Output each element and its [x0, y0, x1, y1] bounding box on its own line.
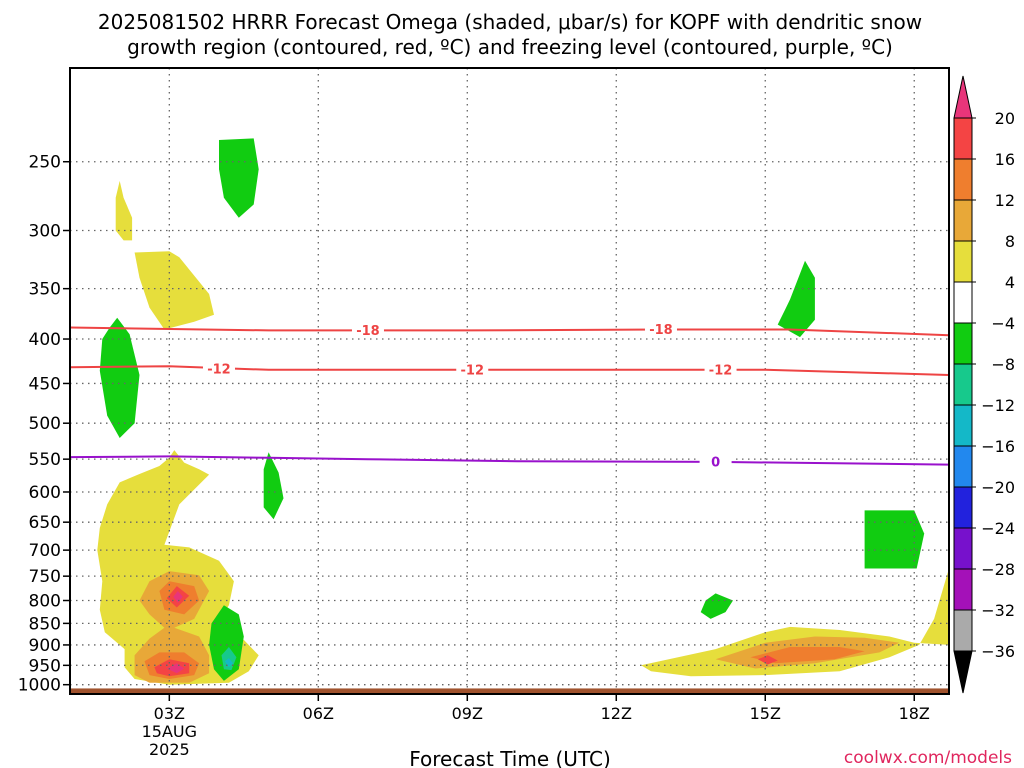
omega-4-to-8-mid	[134, 251, 214, 330]
contour-label-bg	[699, 454, 732, 469]
x-tick-label-12Z: 12Z	[601, 704, 632, 723]
colorbar-label-5: −4	[991, 314, 1015, 333]
contour-label-bg	[644, 322, 677, 337]
omega-over-20-left-upper	[173, 591, 183, 603]
colorbar-cell-12	[953, 568, 973, 611]
ground-bar	[70, 688, 949, 694]
colorbar-cell-7	[953, 363, 973, 406]
x-tick-label-03Z: 03Z	[154, 704, 185, 723]
contour-label-bg	[202, 361, 235, 376]
y-tick-label-550: 550	[29, 450, 61, 470]
colorbar-label-4: 4	[1005, 273, 1015, 292]
date-label-0: 15AUG	[142, 722, 197, 741]
contour-label-0-1: -18	[649, 323, 673, 338]
colorbar-cell-1	[953, 117, 973, 160]
omega-minus-4-to-minus-8-low-left	[209, 605, 244, 681]
omega-minus-4-to-minus-8-upper-left	[99, 317, 140, 438]
contour-line-0	[69, 326, 950, 337]
omega-minus-4-to-minus-8-right-box	[864, 510, 925, 569]
x-tick-label-18Z: 18Z	[899, 704, 930, 723]
x-tick-label-15Z: 15Z	[750, 704, 781, 723]
ground-layer	[70, 688, 949, 694]
omega-4-to-8-low-left	[97, 450, 259, 685]
contour-label-bg	[351, 323, 384, 338]
y-tick-label-650: 650	[29, 513, 61, 533]
colorbar-label-9: −20	[981, 478, 1015, 497]
date-label-1: 2025	[149, 740, 190, 759]
colorbar-label-11: −28	[981, 560, 1015, 579]
contour-label-bg	[456, 362, 489, 377]
colorbar-label-1: 16	[995, 150, 1015, 169]
y-tick-label-300: 300	[29, 222, 61, 242]
y-tick-label-900: 900	[29, 636, 61, 656]
contour-label-1-1: -12	[461, 363, 485, 378]
y-tick-label-750: 750	[29, 567, 61, 587]
y-tick-label-450: 450	[29, 374, 61, 394]
temperature-contours: -18 -18 -12 -12 -12 0	[69, 322, 950, 470]
colorbar-cell-2	[953, 158, 973, 201]
colorbar-cell-5	[953, 281, 973, 324]
chart-title-line-2: growth region (contoured, red, ºC) and f…	[127, 35, 893, 59]
contour-label-1-2: -12	[709, 363, 733, 378]
colorbar-cell-4	[953, 240, 973, 283]
colorbar-cell-8	[953, 404, 973, 447]
contour-label-0-0: -18	[356, 324, 380, 339]
colorbar-label-0: 20	[995, 109, 1015, 128]
omega-16-to-20-right	[757, 655, 778, 665]
plot-frame	[69, 67, 950, 695]
grid-lines	[70, 68, 949, 694]
y-tick-label-250: 250	[29, 153, 61, 173]
credit-label: coolwx.com/models	[844, 748, 1012, 768]
colorbar-cell-9	[953, 445, 973, 488]
axes: 2503003504004505005506006507007508008509…	[18, 153, 930, 759]
colorbar-label-2: 12	[995, 191, 1015, 210]
y-tick-label-600: 600	[29, 483, 61, 503]
y-tick-label-1000: 1000	[18, 676, 61, 696]
omega-shading	[97, 138, 949, 685]
colorbar-bottom-arrow	[953, 650, 973, 694]
colorbar-cell-3	[953, 199, 973, 242]
omega-minus-4-to-minus-8-top	[219, 138, 259, 218]
colorbar-cell-11	[953, 527, 973, 570]
colorbar-label-7: −12	[981, 396, 1015, 415]
y-tick-label-850: 850	[29, 614, 61, 634]
omega-minus-12-to-minus-16-low-left	[224, 658, 233, 668]
y-tick-label-800: 800	[29, 592, 61, 612]
omega-minus-4-to-minus-8-right-upper	[777, 260, 815, 338]
colorbar: 20 16 12 8 4 −4 −8 −12 −16 −20 −24 −28 −32 −36	[953, 75, 1015, 694]
omega-12-to-16-right	[750, 647, 865, 664]
x-axis-title: Forecast Time (UTC)	[409, 747, 611, 768]
x-tick-label-06Z: 06Z	[303, 704, 334, 723]
omega-minus-4-to-minus-8-mid	[263, 452, 284, 520]
contour-label-1-0: -12	[207, 362, 231, 377]
colorbar-label-6: −8	[991, 355, 1015, 374]
y-tick-label-950: 950	[29, 656, 61, 676]
omega-over-20-left-lower	[166, 663, 185, 674]
y-tick-label-700: 700	[29, 541, 61, 561]
y-tick-label-350: 350	[29, 280, 61, 300]
contour-label-bg	[704, 362, 737, 377]
colorbar-cell-13	[953, 609, 973, 652]
colorbar-label-13: −36	[981, 642, 1015, 661]
colorbar-label-3: 8	[1005, 232, 1015, 251]
x-tick-label-09Z: 09Z	[452, 704, 483, 723]
omega-4-to-8-upper	[115, 180, 133, 241]
colorbar-label-10: −24	[981, 519, 1015, 538]
y-tick-label-500: 500	[29, 414, 61, 434]
colorbar-label-12: −32	[981, 601, 1015, 620]
contour-label-2-0: 0	[711, 455, 720, 470]
colorbar-cell-6	[953, 322, 973, 365]
colorbar-label-8: −16	[981, 437, 1015, 456]
colorbar-cell-10	[953, 486, 973, 529]
omega-minus-4-to-minus-8-right-low	[700, 593, 733, 619]
y-tick-label-400: 400	[29, 330, 61, 350]
chart-title-line-1: 2025081502 HRRR Forecast Omega (shaded, …	[98, 10, 922, 34]
